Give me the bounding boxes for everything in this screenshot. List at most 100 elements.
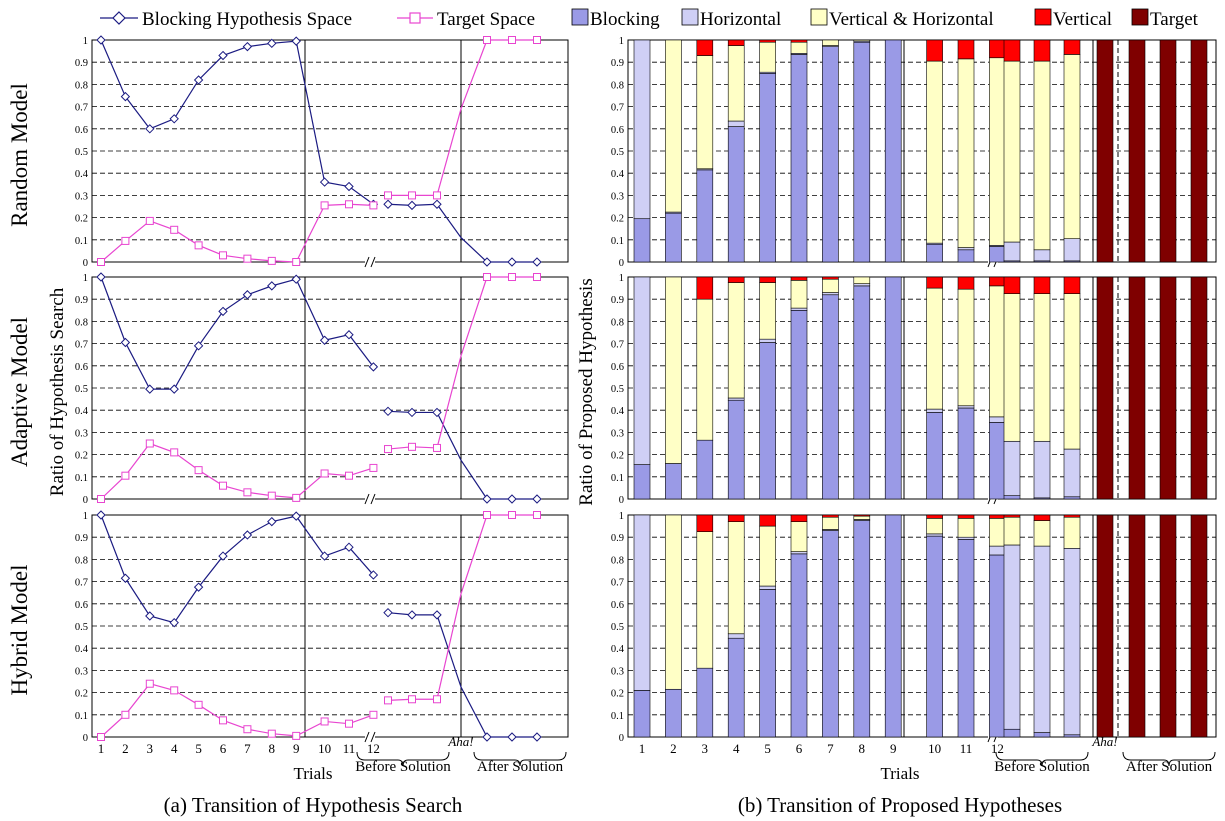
- left-model-label-hybrid: Hybrid Model: [7, 565, 32, 696]
- legend-target-swatch: [1131, 8, 1149, 26]
- bar-segment-blocking: [957, 539, 975, 738]
- right-y-tick-label: 0.3: [611, 666, 624, 677]
- data-point-blocking: [407, 407, 417, 418]
- data-point-blocking: [96, 272, 106, 282]
- left-x-tick-label: 9: [293, 741, 300, 756]
- left-x-tick-label: 5: [195, 741, 202, 756]
- right-aha-label: Aha!: [1091, 734, 1117, 749]
- left-y-tick-label: 1: [83, 36, 88, 47]
- data-point-blocking: [344, 330, 354, 340]
- bar-segment-vertical-horizontal: [727, 521, 745, 635]
- bar-segment-vertical-horizontal: [727, 45, 745, 122]
- right-y-tick-label: 0.3: [611, 191, 624, 202]
- data-point-target: [292, 258, 301, 266]
- bar-segment-vertical-horizontal: [665, 39, 682, 213]
- left-y-tick-label: 0.4: [75, 406, 89, 417]
- data-point-target: [384, 696, 392, 705]
- right-y-tick-label: 1: [619, 273, 624, 284]
- data-point-target: [369, 710, 378, 719]
- bar-segment-vertical-horizontal: [957, 58, 975, 248]
- left-y-tick-label: 0.1: [75, 236, 88, 247]
- bar-segment-blocking: [989, 422, 1006, 500]
- bar-segment-vertical: [926, 39, 943, 62]
- data-point-target: [243, 725, 252, 734]
- bar-segment-horizontal: [727, 397, 745, 401]
- right-x-tick-label: 11: [960, 741, 973, 756]
- bar-segment-blocking: [1063, 734, 1081, 738]
- series-line-target: [100, 203, 374, 263]
- bar-segment-blocking: [696, 439, 714, 500]
- bar-segment-vertical-horizontal: [696, 298, 714, 441]
- bar-segment-vertical-horizontal: [759, 282, 776, 340]
- bar-segment-horizontal: [1063, 448, 1081, 498]
- left-axis-break-icon: [364, 256, 376, 268]
- bar-segment-horizontal: [1003, 544, 1021, 730]
- data-point-blocking: [383, 406, 393, 417]
- data-point-blocking: [120, 573, 131, 583]
- right-panel-random-model: 0 0.1 0.2 0.3 0.4 0.5 0.6 0.7 0.8 0.9 1: [611, 36, 1217, 269]
- data-point-target: [533, 511, 541, 519]
- left-y-tick-label: 0.2: [75, 214, 88, 225]
- bar-segment-vertical: [957, 514, 975, 519]
- left-y-tick-label: 0.4: [75, 644, 89, 655]
- bar-segment-vertical-horizontal: [853, 39, 871, 42]
- bar-segment-horizontal: [759, 338, 776, 343]
- bar-segment-vertical-horizontal: [822, 278, 839, 293]
- data-point-blocking: [193, 341, 204, 351]
- bar-segment-vertical-horizontal: [989, 518, 1006, 547]
- legend-square-icon: [409, 12, 421, 24]
- right-y-axis-label: Ratio of Proposed Hypothesis: [576, 278, 597, 505]
- data-point-blocking: [145, 611, 155, 621]
- data-point-blocking: [407, 610, 417, 620]
- data-point-target: [243, 254, 252, 263]
- data-point-target: [267, 256, 276, 265]
- left-axis-break-mask: [365, 731, 375, 743]
- bar-segment-vertical-horizontal: [853, 276, 871, 284]
- right-x-tick-label: 4: [733, 741, 740, 756]
- bar-segment-horizontal: [1033, 440, 1051, 499]
- bar-segment-horizontal: [957, 247, 975, 251]
- data-point-blocking: [169, 114, 179, 124]
- right-y-tick-label: 0.7: [611, 103, 624, 114]
- left-y-tick-label: 1: [83, 511, 88, 522]
- data-point-target: [170, 686, 179, 695]
- right-x-tick-label: 3: [702, 741, 709, 756]
- series-line-target: [100, 683, 374, 738]
- bar-segment-blocking: [926, 243, 943, 263]
- bar-segment-blocking: [633, 690, 651, 738]
- data-point-target: [97, 258, 105, 266]
- right-before-solution-label: Before Solution: [994, 759, 1090, 775]
- right-y-tick-label: 1: [619, 511, 624, 522]
- data-point-target: [384, 445, 392, 454]
- bar-segment-blocking: [633, 218, 651, 263]
- right-y-tick-label: 0.9: [611, 58, 624, 69]
- legend-vertical-swatch: [1034, 8, 1052, 26]
- right-y-tick-label: 0.4: [611, 169, 625, 180]
- data-point-blocking: [407, 200, 417, 211]
- bar-segment-blocking: [665, 212, 682, 263]
- data-point-target: [508, 36, 516, 44]
- left-line-panels: 00.10.20.30.40.50.60.70.80.9100.10.20.30…: [75, 35, 569, 756]
- bar-segment-vertical-horizontal: [989, 285, 1006, 418]
- bar-segment-vertical-horizontal: [1033, 60, 1051, 251]
- right-y-tick-label: 0.3: [611, 428, 624, 439]
- data-point-blocking: [507, 257, 517, 267]
- data-point-target: [320, 469, 329, 478]
- left-axis-break-icon: [364, 493, 376, 505]
- left-y-tick-label: 0.5: [75, 622, 88, 633]
- left-y-tick-label: 0.8: [75, 555, 88, 566]
- bar-segment-vertical: [696, 276, 714, 300]
- left-y-tick-label: 0.7: [75, 578, 88, 589]
- data-point-blocking: [432, 610, 442, 620]
- data-point-target: [533, 36, 541, 44]
- right-y-tick-label: 0.8: [611, 80, 624, 91]
- data-point-blocking: [368, 570, 379, 580]
- data-point-blocking: [319, 177, 330, 187]
- bar-segment-vertical-horizontal: [1063, 293, 1081, 450]
- data-point-target: [267, 729, 276, 738]
- right-panel-adaptive-model: 0 0.1 0.2 0.3 0.4 0.5 0.6 0.7 0.8 0.9 1: [611, 273, 1217, 506]
- legend-target: Target: [1150, 9, 1199, 30]
- left-y-tick-label: 0.1: [75, 711, 88, 722]
- right-y-tick-label: 0.2: [611, 214, 624, 225]
